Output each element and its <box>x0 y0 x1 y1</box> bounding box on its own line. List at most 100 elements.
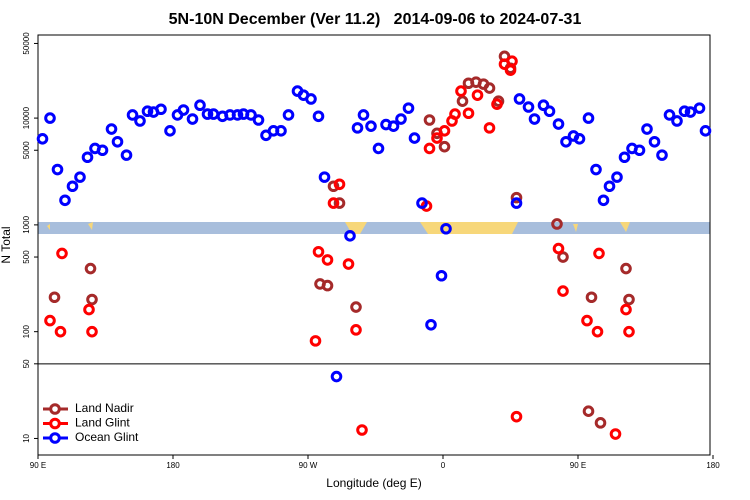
y-tick-label: 10000 <box>22 106 31 129</box>
legend-label: Land Nadir <box>75 401 134 415</box>
legend-marker <box>49 403 61 415</box>
point <box>387 120 400 132</box>
point <box>462 107 475 120</box>
land-patch <box>573 224 578 232</box>
point <box>252 114 265 126</box>
map-strip <box>38 222 710 234</box>
point <box>83 303 95 316</box>
point <box>155 103 167 116</box>
point <box>620 303 632 316</box>
point <box>134 115 146 127</box>
point <box>656 149 668 161</box>
point <box>86 293 98 306</box>
point <box>471 89 484 101</box>
point <box>126 109 139 121</box>
point <box>449 108 461 120</box>
legend-marker <box>49 417 61 430</box>
point <box>312 245 325 258</box>
point <box>36 132 49 145</box>
point <box>581 314 593 327</box>
point <box>416 197 428 209</box>
point <box>551 218 563 230</box>
point <box>431 132 443 144</box>
point <box>552 242 565 255</box>
point <box>318 171 331 183</box>
y-tick-label: 50 <box>22 359 31 368</box>
point <box>312 110 325 123</box>
point <box>522 101 535 113</box>
point <box>321 279 334 292</box>
point <box>365 120 377 132</box>
point <box>164 125 176 137</box>
point <box>372 142 385 155</box>
point <box>330 370 343 383</box>
point <box>593 247 605 260</box>
land-patch <box>620 222 630 232</box>
point <box>590 163 602 176</box>
legend-marker <box>49 432 61 444</box>
x-tick-label: 90 E <box>30 461 46 470</box>
point <box>671 115 683 127</box>
y-tick-label: 10 <box>22 433 31 442</box>
point <box>327 180 340 193</box>
point <box>44 112 56 124</box>
point <box>305 93 317 105</box>
x-tick-label: 180 <box>166 461 180 470</box>
point <box>333 178 346 191</box>
point <box>537 99 550 112</box>
point <box>678 105 691 118</box>
plot-frame <box>37 34 711 456</box>
land-patch <box>420 222 518 234</box>
y-tick-label: 500 <box>22 250 31 264</box>
point <box>582 405 595 417</box>
point <box>491 98 503 110</box>
point <box>594 417 607 429</box>
legend-label: Land Glint <box>75 416 130 430</box>
point <box>483 82 496 94</box>
point <box>357 109 370 121</box>
y-tick-label: 50000 <box>22 32 31 55</box>
point <box>84 262 97 275</box>
point <box>342 258 355 270</box>
point <box>186 113 199 125</box>
point <box>582 112 595 124</box>
y-tick-label: 1000 <box>22 215 31 233</box>
point <box>51 163 64 176</box>
point <box>609 428 622 440</box>
point <box>456 95 469 107</box>
land-patch <box>47 224 50 230</box>
ocean-strip <box>38 222 710 234</box>
point <box>623 293 635 306</box>
x-tick-label: 90 E <box>570 461 586 470</box>
point <box>435 269 448 282</box>
point <box>201 108 214 120</box>
point <box>552 118 565 130</box>
point <box>585 291 598 304</box>
point <box>425 318 437 331</box>
point <box>573 132 586 145</box>
point <box>510 197 523 209</box>
point <box>59 194 71 207</box>
point <box>504 64 517 76</box>
x-tick-label: 90 W <box>299 461 318 470</box>
point <box>618 151 631 164</box>
point <box>350 324 362 336</box>
point <box>438 140 451 153</box>
point <box>513 93 526 105</box>
point <box>408 132 421 144</box>
point <box>56 247 68 260</box>
point <box>74 171 86 183</box>
point <box>648 135 661 148</box>
point <box>510 191 523 204</box>
legend-label: Ocean Glint <box>75 430 139 444</box>
point <box>438 125 451 137</box>
point <box>483 122 496 134</box>
point <box>528 113 541 125</box>
point <box>141 105 154 118</box>
point <box>309 335 322 347</box>
point <box>633 144 646 157</box>
x-axis-label: Longitude (deg E) <box>326 476 421 490</box>
x-tick-label: 180 <box>706 461 720 470</box>
point <box>344 230 356 242</box>
